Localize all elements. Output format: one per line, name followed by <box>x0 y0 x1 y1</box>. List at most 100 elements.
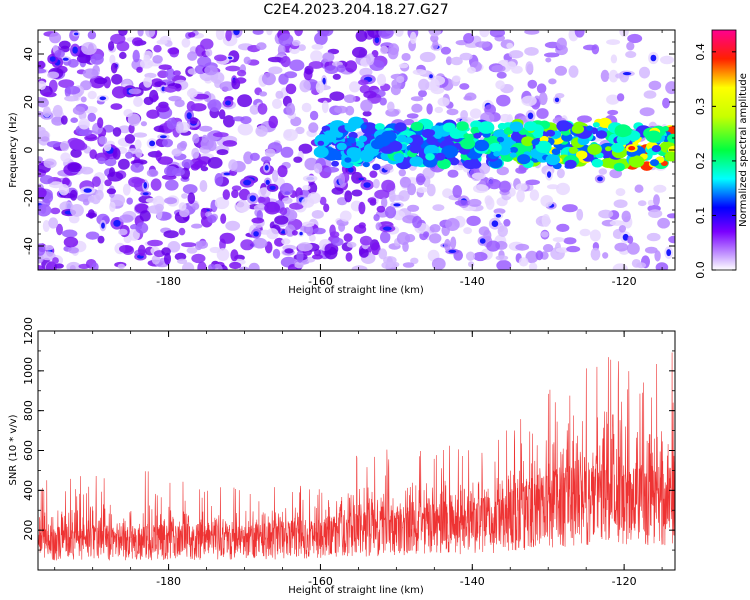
heatmap-cell <box>434 106 444 114</box>
heatmap-cell <box>80 166 94 175</box>
heatmap-cell <box>347 167 354 173</box>
heatmap-cell <box>225 100 231 106</box>
heatmap-cell <box>76 54 91 64</box>
heatmap-cell <box>146 109 160 119</box>
heatmap-cell <box>358 177 365 181</box>
snr-y-tick-label: 400 <box>22 480 35 501</box>
heatmap-cell <box>291 230 298 236</box>
heatmap-cell <box>344 190 353 203</box>
heatmap-cell <box>639 107 655 117</box>
heatmap-cell <box>419 51 436 63</box>
heatmap-cell <box>110 103 123 110</box>
heatmap-cell <box>359 235 373 246</box>
snr-y-tick-label: 600 <box>22 440 35 461</box>
heatmap-cell <box>614 242 629 252</box>
heatmap-cell <box>404 234 416 243</box>
heatmap-cell <box>429 30 441 37</box>
heatmap-cell <box>321 100 329 114</box>
heatmap-cell <box>628 155 645 168</box>
heatmap-cell <box>286 102 296 116</box>
heatmap-cell <box>112 127 122 137</box>
heatmap-cell <box>334 131 344 138</box>
heatmap-cell <box>122 183 131 196</box>
heatmap-cell <box>489 30 505 38</box>
heatmap-cell <box>344 122 358 132</box>
snr-x-tick-label: -180 <box>156 575 181 588</box>
heatmap-cell <box>87 30 97 40</box>
heatmap-cell <box>430 75 446 86</box>
heatmap-cell <box>606 39 621 45</box>
heatmap-cell <box>540 231 549 238</box>
heatmap-cell <box>274 215 289 225</box>
heatmap-cell <box>637 200 647 207</box>
colorbar-tick-label: 0.0 <box>694 261 707 279</box>
heatmap-cell <box>167 47 180 55</box>
heatmap-cell <box>654 250 661 262</box>
heatmap-cell <box>192 133 200 144</box>
heatmap-cell <box>204 65 218 76</box>
heatmap-cell <box>407 134 424 147</box>
heatmap-cell <box>495 214 502 218</box>
heatmap-cell <box>290 116 302 127</box>
snr-y-tick-label: 1200 <box>22 317 35 345</box>
heatmap-cell <box>389 194 405 201</box>
heatmap-cell <box>91 176 101 188</box>
heatmap-cell <box>338 173 346 186</box>
heatmap-cell <box>407 183 417 196</box>
heatmap-cell <box>406 113 419 119</box>
heatmap-cell <box>645 130 662 143</box>
heatmap-cell <box>207 215 217 224</box>
heatmap-cell <box>143 54 151 62</box>
heatmap-cell <box>284 248 294 254</box>
heatmap-cell <box>119 245 133 253</box>
heatmap-cell <box>478 226 490 236</box>
heatmap-cell <box>556 120 571 132</box>
heatmap-cell <box>228 159 238 171</box>
heatmap-cell <box>97 117 104 129</box>
heatmap-cell <box>344 60 358 73</box>
heatmap-cell <box>192 202 200 210</box>
heatmap-cell <box>181 242 197 248</box>
heatmap-cell <box>495 80 505 90</box>
heatmap-cell <box>542 244 554 253</box>
heatmap-cell <box>56 223 63 236</box>
snr-x-tick-label: -140 <box>460 575 485 588</box>
heatmap-cell <box>310 50 323 63</box>
heatmap-cell <box>467 66 476 74</box>
heatmap-cell <box>524 47 539 56</box>
heatmap-cell <box>346 147 361 158</box>
heatmap-cell <box>297 242 313 252</box>
heatmap-cell <box>509 121 524 132</box>
heatmap-cell <box>164 197 178 205</box>
heatmap-cell <box>54 49 65 59</box>
heatmap-cell <box>379 97 387 106</box>
heatmap-cell <box>536 83 547 94</box>
snr-panel: -180 -160 -140 -120 200 400 600 800 1000 1200 <box>22 317 676 588</box>
heatmap-cell <box>285 83 297 95</box>
heatmap-cell <box>653 184 667 193</box>
heatmap-cell <box>64 85 81 95</box>
heatmap-cell <box>556 223 570 232</box>
heatmap-cell <box>256 42 267 50</box>
heatmap-cell <box>67 163 81 171</box>
heatmap-cell <box>448 249 457 253</box>
heatmap-cell <box>339 210 352 222</box>
heatmap-cell <box>372 163 381 171</box>
heatmap-cell <box>600 69 610 82</box>
heatmap-cell <box>496 94 511 107</box>
heatmap-cell <box>605 146 612 152</box>
heatmap-cell <box>334 105 348 114</box>
heatmap-cell <box>517 154 531 165</box>
heatmap-cell <box>311 44 324 50</box>
heatmap-cell <box>130 162 144 173</box>
heatmap-cell <box>38 156 43 163</box>
heatmap-cell <box>299 79 311 93</box>
heatmap-cell <box>409 31 417 44</box>
heatmap-cell <box>63 236 79 248</box>
heatmap-cell <box>278 33 294 47</box>
heatmap-cell <box>223 172 231 176</box>
heatmap-cell <box>182 262 195 270</box>
heatmap-cell <box>426 136 438 145</box>
heatmap-cell <box>509 146 518 154</box>
heatmap-cell <box>478 121 495 134</box>
